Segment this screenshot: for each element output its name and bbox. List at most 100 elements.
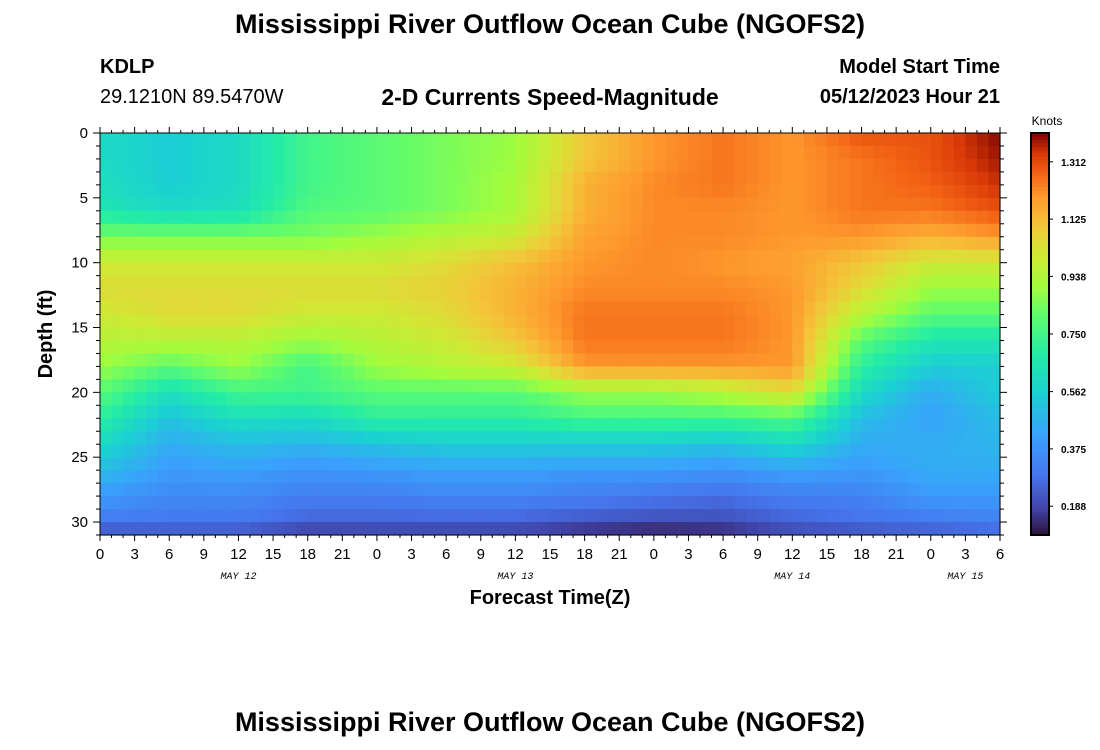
heatmap-cell [919, 210, 932, 225]
heatmap-cell [203, 236, 216, 251]
heatmap-cell [319, 249, 332, 264]
heatmap-cell [330, 158, 343, 173]
heatmap-cell [515, 288, 528, 303]
heatmap-cell [169, 236, 182, 251]
heatmap-cell [942, 223, 955, 238]
heatmap-cell [353, 405, 366, 419]
heatmap-cell [134, 210, 147, 225]
heatmap-cell [561, 236, 574, 251]
heatmap-cell [919, 184, 932, 199]
heatmap-cell [838, 184, 851, 199]
heatmap-cell [907, 133, 920, 147]
heatmap-cell [146, 340, 159, 355]
heatmap-cell [342, 275, 355, 290]
heatmap-cell [942, 133, 955, 147]
heatmap-cell [215, 366, 228, 380]
heatmap-cell [284, 496, 297, 510]
heatmap-cell [515, 158, 528, 173]
heatmap-cell [180, 340, 193, 355]
heatmap-cell [423, 431, 436, 445]
heatmap-cell [261, 496, 274, 510]
heatmap-cell [134, 314, 147, 329]
heatmap-cell [538, 418, 551, 432]
heatmap-cell [630, 288, 643, 303]
heatmap-cell [457, 418, 470, 432]
x-tick-label: 15 [265, 546, 282, 563]
colorbar-band [1031, 464, 1049, 469]
heatmap-cell [123, 353, 136, 368]
heatmap-cell [803, 197, 816, 212]
heatmap-cell [746, 470, 759, 484]
heatmap-cell [884, 249, 897, 264]
heatmap-cell [803, 366, 816, 380]
heatmap-cell [942, 288, 955, 303]
heatmap-cell [400, 340, 413, 355]
heatmap-cell [953, 353, 966, 368]
heatmap-cell [146, 444, 159, 458]
heatmap-cell [365, 431, 378, 445]
heatmap-cell [284, 314, 297, 329]
heatmap-cell [953, 197, 966, 212]
heatmap-cell [942, 379, 955, 393]
heatmap-cell [584, 340, 597, 355]
heatmap-cell [307, 249, 320, 264]
heatmap-cell [665, 158, 678, 173]
heatmap-cell [400, 431, 413, 445]
heatmap-cell [723, 509, 736, 523]
x-tick-label: 12 [230, 546, 247, 563]
heatmap-cell [423, 418, 436, 432]
heatmap-cell [434, 340, 447, 355]
heatmap-cell [480, 405, 493, 419]
heatmap-cell [180, 223, 193, 238]
heatmap-cell [850, 262, 863, 277]
heatmap-cell [261, 379, 274, 393]
heatmap-cell [596, 210, 609, 225]
heatmap-cell [457, 314, 470, 329]
heatmap-cell [134, 392, 147, 406]
heatmap-cell [780, 327, 793, 342]
heatmap-cell [723, 133, 736, 147]
heatmap-cell [584, 522, 597, 536]
heatmap-cell [665, 223, 678, 238]
heatmap-cell [550, 171, 563, 186]
heatmap-cell [538, 210, 551, 225]
heatmap-cell [203, 483, 216, 497]
heatmap-cell [919, 483, 932, 497]
heatmap-cell [169, 133, 182, 147]
heatmap-cell [457, 470, 470, 484]
heatmap-cell [515, 236, 528, 251]
heatmap-cell [480, 223, 493, 238]
y-tick-label: 30 [71, 514, 88, 531]
heatmap-cell [884, 444, 897, 458]
heatmap-cell [203, 288, 216, 303]
heatmap-cell [596, 483, 609, 497]
heatmap-cell [480, 392, 493, 406]
heatmap-cell [965, 496, 978, 510]
heatmap-cell [273, 340, 286, 355]
heatmap-cell [619, 223, 632, 238]
heatmap-cell [526, 470, 540, 484]
heatmap-cell [919, 340, 932, 355]
x-tick-label: 15 [542, 546, 559, 563]
heatmap-cell [146, 301, 159, 316]
heatmap-cell [238, 444, 251, 458]
heatmap-cell [630, 223, 643, 238]
heatmap-cell [273, 444, 286, 458]
heatmap-cell [884, 418, 897, 432]
heatmap-cell [607, 353, 620, 368]
heatmap-cell [550, 210, 563, 225]
heatmap-cell [123, 275, 136, 290]
heatmap-cell [884, 353, 897, 368]
heatmap-cell [688, 340, 701, 355]
heatmap-cell [457, 353, 470, 368]
heatmap-cell [503, 197, 516, 212]
heatmap-cell [976, 249, 990, 264]
heatmap-cell [907, 509, 920, 523]
heatmap-cell [642, 431, 655, 445]
heatmap-cell [157, 133, 170, 147]
heatmap-cell [884, 262, 897, 277]
heatmap-cell [353, 262, 366, 277]
heatmap-cell [538, 327, 551, 342]
heatmap-cell [307, 145, 320, 160]
heatmap-cell [907, 314, 920, 329]
